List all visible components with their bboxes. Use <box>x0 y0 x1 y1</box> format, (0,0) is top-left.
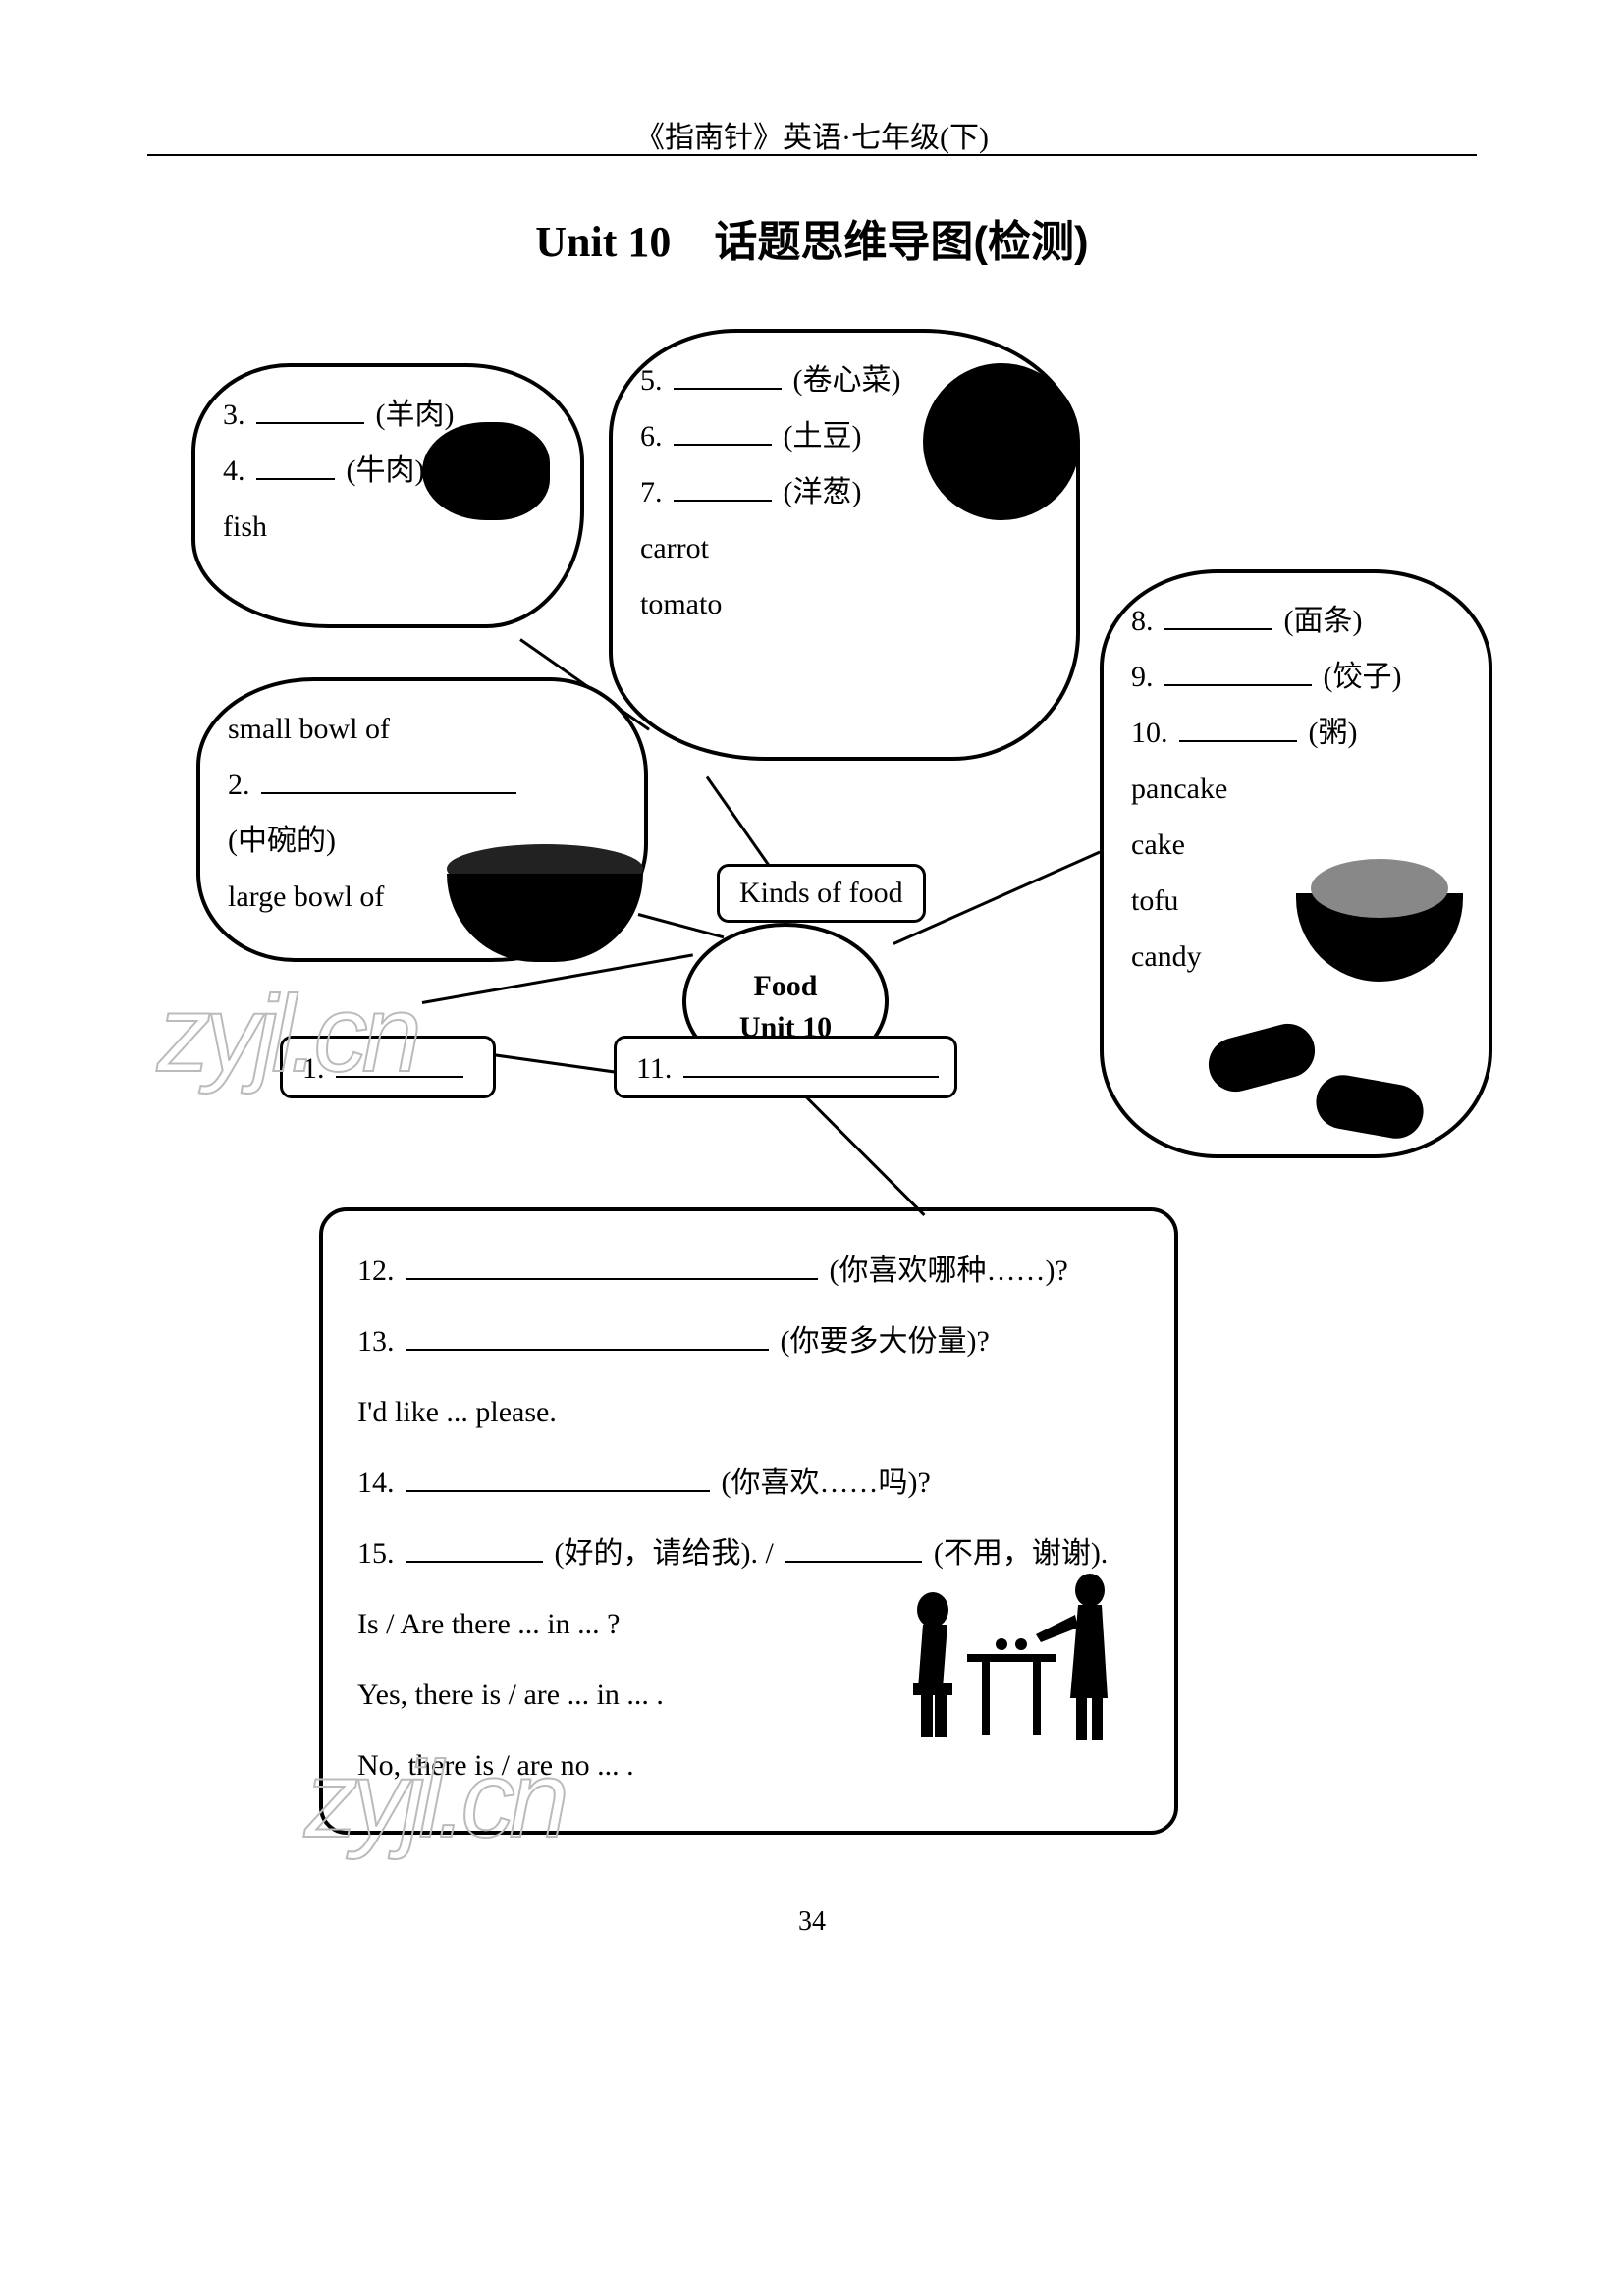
q14-row: 14. (你喜欢……吗)? <box>357 1448 1140 1519</box>
q2-hint: (中碗的) <box>228 825 336 857</box>
cabbage-icon <box>923 363 1080 520</box>
center-line1: Food <box>686 966 885 1007</box>
q2-num: 2. <box>228 769 250 801</box>
kinds-label: Kinds of food <box>739 877 903 909</box>
meat-icon <box>422 422 550 520</box>
q14-hint: (你喜欢……吗)? <box>722 1467 931 1499</box>
q8-row: 8. (面条) <box>1131 593 1461 649</box>
q10-num: 10. <box>1131 717 1168 749</box>
dining-icon <box>874 1561 1149 1757</box>
q8-hint: (面条) <box>1284 605 1363 637</box>
q3-num: 3. <box>223 399 245 431</box>
q4-hint: (牛肉) <box>347 454 425 487</box>
q3-hint: (羊肉) <box>376 399 455 431</box>
blank-q6[interactable] <box>674 416 772 446</box>
q7-hint: (洋葱) <box>784 476 862 508</box>
blank-q14[interactable] <box>406 1463 710 1492</box>
blank-q12[interactable] <box>406 1251 818 1280</box>
blank-q15b[interactable] <box>785 1533 922 1563</box>
q13-num: 13. <box>357 1325 395 1358</box>
blank-q7[interactable] <box>674 472 772 502</box>
q13-hint: (你要多大份量)? <box>781 1325 990 1358</box>
watermark-text: zyjl.cn <box>157 972 416 1096</box>
connector-line <box>706 776 771 867</box>
plate-icon <box>1311 859 1448 918</box>
pancake-label: pancake <box>1131 761 1461 817</box>
connector-line <box>638 913 725 938</box>
q5-num: 5. <box>640 364 663 397</box>
box-q11: 11. <box>614 1036 957 1098</box>
box-kinds-of-food: Kinds of food <box>717 864 926 923</box>
q12-num: 12. <box>357 1255 395 1287</box>
tomato-label: tomato <box>640 576 1049 632</box>
q12-hint: (你喜欢哪种……)? <box>830 1255 1068 1287</box>
q13-row: 13. (你要多大份量)? <box>357 1307 1140 1377</box>
unit-number: Unit 10 <box>535 218 671 266</box>
watermark-text: zyjl.cn <box>304 1737 564 1862</box>
blank-q11[interactable] <box>683 1048 939 1078</box>
q15-num: 15. <box>357 1537 395 1570</box>
book-title: 《指南针》英语·七年级(下) <box>635 122 989 154</box>
blank-q2[interactable] <box>261 765 516 794</box>
q6-hint: (土豆) <box>784 420 862 453</box>
blank-q3[interactable] <box>256 395 364 424</box>
blank-q15a[interactable] <box>406 1533 543 1563</box>
blank-q9[interactable] <box>1164 657 1312 686</box>
q10-hint: (粥) <box>1309 717 1358 749</box>
q11-num: 11. <box>636 1052 672 1085</box>
q10-row: 10. (粥) <box>1131 705 1461 761</box>
q4-num: 4. <box>223 454 245 487</box>
like-row: I'd like ... please. <box>357 1377 1140 1448</box>
unit-subtitle: 话题思维导图(检测) <box>714 218 1088 266</box>
q9-row: 9. (饺子) <box>1131 649 1461 705</box>
q15-hint1: (好的，请给我). / <box>555 1537 774 1570</box>
q6-num: 6. <box>640 420 663 453</box>
page-header: 《指南针》英语·七年级(下) <box>0 113 1624 156</box>
q9-hint: (饺子) <box>1324 661 1402 693</box>
q9-num: 9. <box>1131 661 1154 693</box>
blank-q10[interactable] <box>1179 713 1297 742</box>
q8-num: 8. <box>1131 605 1154 637</box>
q7-num: 7. <box>640 476 663 508</box>
carrot-label: carrot <box>640 520 1049 576</box>
page-title: Unit 10 话题思维导图(检测) <box>0 206 1624 269</box>
small-bowl-label: small bowl of <box>228 701 617 757</box>
blank-q4[interactable] <box>256 451 335 480</box>
blank-q8[interactable] <box>1164 601 1272 630</box>
q5-hint: (卷心菜) <box>793 364 901 397</box>
blank-q5[interactable] <box>674 360 782 390</box>
page-number: 34 <box>0 1906 1624 1938</box>
header-rule <box>147 154 1477 156</box>
blank-q13[interactable] <box>406 1321 769 1351</box>
q14-num: 14. <box>357 1467 395 1499</box>
q12-row: 12. (你喜欢哪种……)? <box>357 1236 1140 1307</box>
